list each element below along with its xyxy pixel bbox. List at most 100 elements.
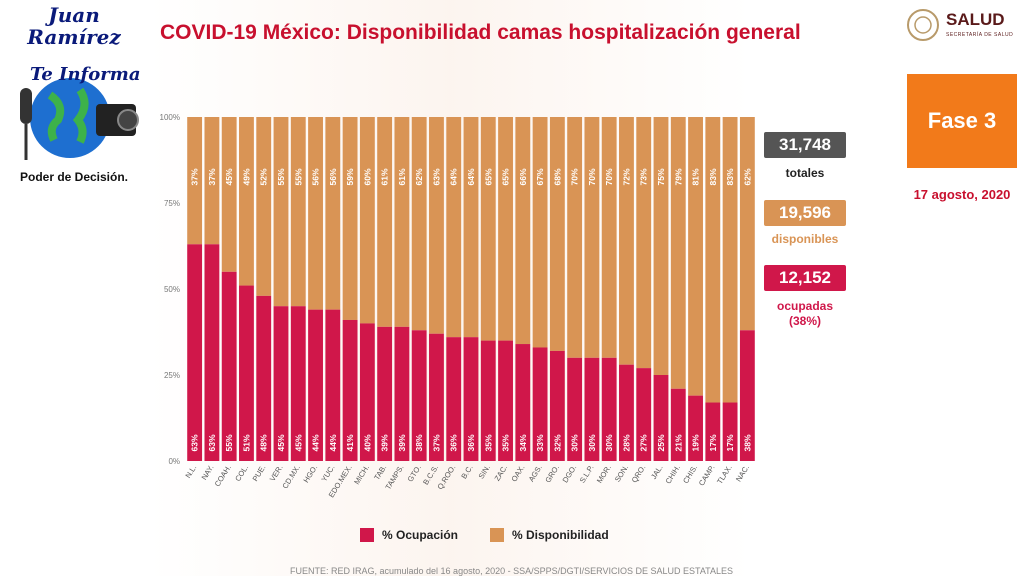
bar-occupied: [670, 388, 686, 461]
x-tick-label: MICH.: [352, 463, 371, 486]
logo-name: Juan Ramírez: [27, 3, 121, 49]
x-tick-label: COAH.: [213, 463, 233, 488]
x-tick-label: GTO.: [406, 463, 423, 483]
data-label-occupied: 27%: [639, 434, 649, 451]
bar-available: [204, 117, 220, 245]
data-label-available: 49%: [241, 168, 251, 185]
bar-occupied: [480, 340, 496, 461]
data-label-occupied: 55%: [224, 434, 234, 451]
legend-available: % Disponibilidad: [490, 528, 609, 542]
data-label-occupied: 40%: [362, 434, 372, 451]
bar-occupied: [653, 375, 669, 461]
eagle-emblem-icon: [907, 9, 939, 41]
data-label-occupied: 38%: [742, 434, 752, 451]
bar-available: [601, 117, 617, 358]
bar-available: [429, 117, 444, 334]
bar-available: [498, 117, 513, 341]
data-label-occupied: 37%: [431, 434, 441, 451]
data-label-available: 83%: [725, 168, 735, 185]
bar-occupied: [325, 309, 341, 461]
bar-available: [480, 117, 496, 341]
data-label-occupied: 35%: [483, 434, 493, 451]
legend-available-swatch: [490, 528, 504, 542]
data-label-occupied: 30%: [604, 434, 614, 451]
bar-available: [221, 117, 237, 272]
x-tick-label: B.C.: [459, 463, 474, 480]
data-label-occupied: 36%: [466, 434, 476, 451]
bar-available: [722, 117, 738, 403]
x-tick-label: PUE.: [251, 463, 268, 483]
bar-available: [325, 117, 341, 310]
legend-occupied-label: % Ocupación: [382, 528, 459, 542]
bar-occupied: [584, 357, 600, 461]
data-label-occupied: 45%: [293, 434, 303, 451]
data-label-occupied: 41%: [345, 434, 355, 451]
bar-available: [653, 117, 669, 375]
bar-occupied: [636, 368, 652, 461]
logo-tagline: Poder de Decisión.: [19, 170, 129, 184]
y-tick-label: 50%: [164, 285, 180, 294]
bar-occupied: [498, 340, 513, 461]
data-label-available: 75%: [656, 168, 666, 185]
channel-logo: Juan Ramírez Te Informa Poder de Decisió…: [0, 0, 148, 190]
data-label-occupied: 44%: [311, 434, 321, 451]
legend-occupied: % Ocupación: [360, 528, 458, 542]
bar-occupied: [722, 402, 738, 461]
phase-badge: Fase 3: [907, 74, 1017, 168]
bar-occupied: [204, 244, 220, 461]
x-tick-label: NAC.: [734, 463, 751, 483]
occupied-beds-pct: (38%): [788, 314, 821, 328]
x-tick-label: OAX.: [509, 463, 526, 483]
salud-name: SALUD: [946, 10, 1005, 29]
x-tick-label: CHIH.: [664, 463, 682, 485]
bar-available: [688, 117, 703, 396]
available-beds-value: 19,596: [764, 200, 846, 226]
bar-available: [636, 117, 652, 369]
data-label-occupied: 33%: [535, 434, 545, 451]
bar-occupied: [342, 319, 358, 461]
x-tick-label: JAL.: [649, 463, 665, 481]
bar-available: [273, 117, 289, 307]
bar-occupied: [411, 330, 427, 461]
data-label-available: 61%: [380, 168, 390, 185]
legend-occupied-swatch: [360, 528, 374, 542]
bar-available: [532, 117, 548, 348]
bar-occupied: [187, 244, 203, 461]
bar-occupied: [359, 323, 375, 461]
bar-available: [239, 117, 254, 286]
data-label-available: 52%: [259, 168, 269, 185]
bar-occupied: [239, 285, 254, 461]
data-label-available: 83%: [708, 168, 718, 185]
bar-available: [705, 117, 721, 403]
bar-occupied: [394, 326, 410, 461]
bar-available: [463, 117, 479, 338]
bar-available: [394, 117, 410, 327]
data-label-available: 70%: [587, 168, 597, 185]
data-label-available: 62%: [742, 168, 752, 185]
data-label-occupied: 30%: [587, 434, 597, 451]
bar-occupied: [619, 364, 634, 461]
salud-logo: SALUD SECRETARÍA DE SALUD: [906, 6, 1018, 46]
bar-available: [359, 117, 375, 324]
data-label-available: 59%: [345, 168, 355, 185]
bar-occupied: [463, 337, 479, 461]
y-tick-label: 0%: [168, 457, 180, 466]
data-label-available: 70%: [570, 168, 580, 185]
data-label-occupied: 48%: [259, 434, 269, 451]
data-label-occupied: 25%: [656, 434, 666, 451]
occupancy-chart: 0% 25% 50% 75% 100% 37% 63% N.L. 37% 63% NAY. 45% 55…: [160, 113, 755, 499]
legend-available-label: % Disponibilidad: [512, 528, 609, 542]
data-label-occupied: 19%: [691, 434, 701, 451]
globe-icon: [20, 78, 139, 160]
bar-occupied: [601, 357, 617, 461]
data-label-available: 64%: [466, 168, 476, 185]
occupied-beds-value: 12,152: [764, 265, 846, 291]
bar-available: [342, 117, 358, 320]
x-tick-label: SON.: [613, 463, 630, 483]
bar-available: [411, 117, 427, 331]
data-label-available: 37%: [207, 168, 217, 185]
data-label-available: 61%: [397, 168, 407, 185]
data-label-occupied: 38%: [414, 434, 424, 451]
bar-occupied: [308, 309, 323, 461]
bar-occupied: [515, 344, 531, 461]
